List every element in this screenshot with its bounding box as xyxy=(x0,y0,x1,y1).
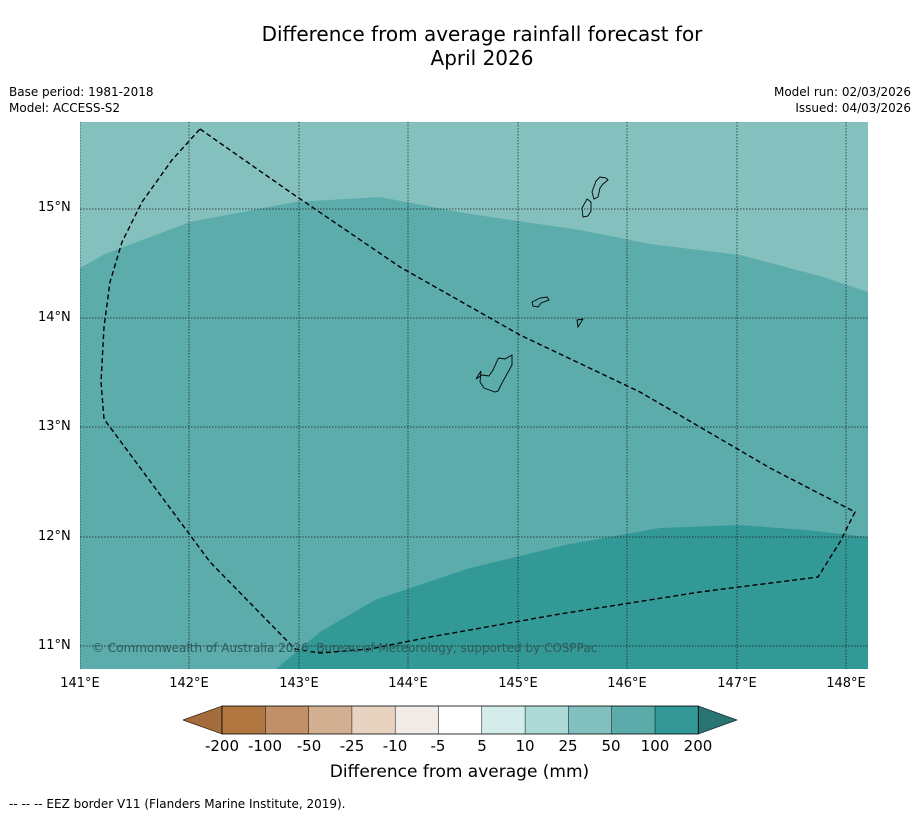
colorbar-swatch xyxy=(438,706,482,734)
colorbar-tick: -5 xyxy=(430,737,446,755)
rainfall-band-100-200 xyxy=(276,525,868,669)
meta-left: Base period: 1981-2018 Model: ACCESS-S2 xyxy=(9,84,154,116)
lon-label-147: 147°E xyxy=(717,676,757,691)
colorbar-swatch xyxy=(395,706,439,734)
colorbar-swatch xyxy=(481,706,526,734)
lon-label-142: 142°E xyxy=(169,676,209,691)
map-svg xyxy=(80,122,868,669)
colorbar-swatch xyxy=(351,706,396,734)
colorbar-tick: -25 xyxy=(339,737,365,755)
colorbar-tick: 10 xyxy=(515,737,535,755)
colorbar-tick: 100 xyxy=(640,737,670,755)
colorbar-tick: -50 xyxy=(296,737,322,755)
meta-right: Model run: 02/03/2026 Issued: 04/03/2026 xyxy=(774,84,911,116)
colorbar-swatch xyxy=(611,706,655,734)
colorbar-label: Difference from average (mm) xyxy=(329,762,590,782)
colorbar-outline xyxy=(221,705,699,735)
colorbar-tick: 50 xyxy=(601,737,621,755)
colorbar-tick: -10 xyxy=(382,737,408,755)
lon-label-141: 141°E xyxy=(60,676,100,691)
colorbar-tick: -100 xyxy=(247,737,283,755)
aguijan-island xyxy=(576,318,584,329)
lat-label-15: 15°N xyxy=(38,200,71,215)
copyright-notice: © Commonwealth of Australia 2026, Bureau… xyxy=(92,641,598,655)
issued-date: Issued: 04/03/2026 xyxy=(795,101,911,115)
lat-label-13: 13°N xyxy=(38,419,71,434)
colorbar-tick: 200 xyxy=(683,737,713,755)
saipan-island xyxy=(591,176,609,200)
colorbar-extend-high xyxy=(697,705,738,735)
title-line-1: Difference from average rainfall forecas… xyxy=(261,22,703,46)
map-title: Difference from average rainfall forecas… xyxy=(0,22,919,70)
lon-label-143: 143°E xyxy=(279,676,319,691)
base-period: Base period: 1981-2018 xyxy=(9,85,154,99)
colorbar-tick: 5 xyxy=(477,737,487,755)
title-line-2: April 2026 xyxy=(430,46,534,70)
lon-label-146: 146°E xyxy=(607,676,647,691)
model-name: Model: ACCESS-S2 xyxy=(9,101,121,115)
lon-label-148: 148°E xyxy=(826,676,866,691)
colorbar-swatch xyxy=(222,706,266,734)
colorbar-tick: 25 xyxy=(558,737,578,755)
eez-legend-note: -- -- -- EEZ border V11 (Flanders Marine… xyxy=(9,797,346,811)
colorbar xyxy=(182,705,739,741)
map-panel xyxy=(80,122,868,669)
colorbar-extend-low xyxy=(182,705,223,735)
colorbar-tick: -200 xyxy=(204,737,240,755)
colorbar-swatch xyxy=(525,706,569,734)
colorbar-dividers xyxy=(265,706,656,734)
lat-label-12: 12°N xyxy=(38,529,71,544)
lat-label-11: 11°N xyxy=(38,638,71,653)
lon-label-144: 144°E xyxy=(388,676,428,691)
lat-label-14: 14°N xyxy=(38,310,71,325)
colorbar-swatch xyxy=(568,706,612,734)
colorbar-swatch xyxy=(655,706,699,734)
eez-border xyxy=(100,128,856,654)
lon-label-145: 145°E xyxy=(498,676,538,691)
rota-island xyxy=(531,296,550,308)
model-run: Model run: 02/03/2026 xyxy=(773,85,911,99)
colorbar-swatch xyxy=(308,706,352,734)
tinian-island xyxy=(581,198,592,218)
islands xyxy=(475,176,609,393)
graticule xyxy=(80,122,868,669)
colorbar-swatch xyxy=(265,706,309,734)
colorbar-svg xyxy=(182,705,738,735)
guam-island xyxy=(475,354,513,393)
